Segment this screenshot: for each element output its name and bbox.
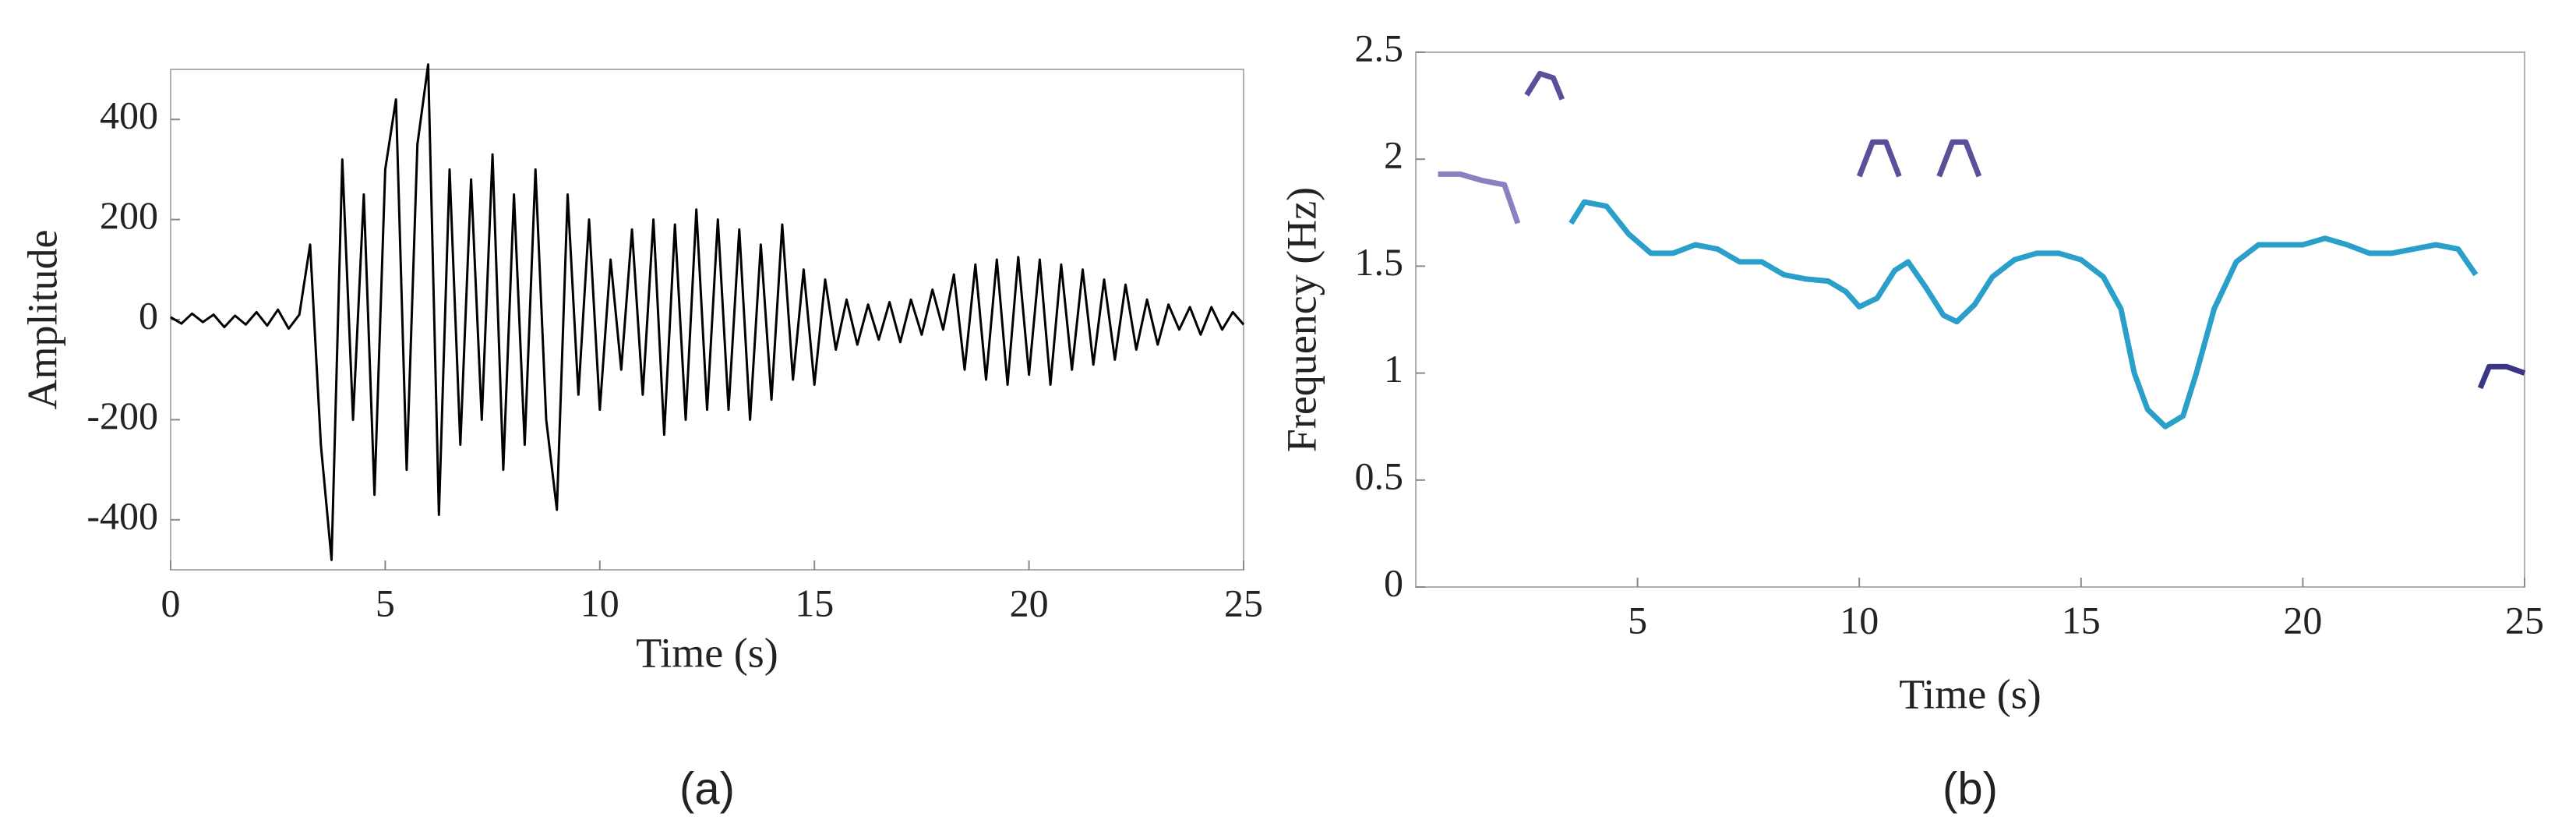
y-tick-label: 2 bbox=[1384, 133, 1403, 177]
x-tick-label: 5 bbox=[376, 581, 395, 624]
y-tick-label: 1.5 bbox=[1355, 240, 1404, 284]
y-tick-label: -200 bbox=[86, 394, 158, 437]
x-tick-label: 10 bbox=[1840, 598, 1879, 642]
x-tick-label: 10 bbox=[580, 581, 619, 624]
y-axis-label: Amplitude bbox=[19, 230, 65, 410]
x-tick-label: 15 bbox=[795, 581, 834, 624]
y-tick-label: 200 bbox=[100, 193, 158, 237]
x-tick-label: 20 bbox=[2283, 598, 2322, 642]
y-axis-label: Frequency (Hz) bbox=[1278, 187, 1325, 452]
x-tick-label: 15 bbox=[2062, 598, 2101, 642]
y-tick-label: 400 bbox=[100, 94, 158, 137]
y-tick-label: -400 bbox=[86, 493, 158, 537]
caption: (a) bbox=[679, 763, 735, 814]
ridge-line bbox=[1856, 139, 1902, 178]
signal-line bbox=[170, 63, 1245, 561]
ridge-line bbox=[1438, 171, 1521, 225]
x-tick-label: 0 bbox=[161, 581, 181, 624]
caption: (b) bbox=[1943, 763, 1998, 814]
y-tick-label: 0 bbox=[1384, 560, 1403, 604]
y-tick-label: 1 bbox=[1384, 347, 1403, 391]
x-tick-label: 20 bbox=[1010, 581, 1049, 624]
x-axis-label: Time (s) bbox=[1899, 670, 2041, 717]
y-tick-label: 0.5 bbox=[1355, 454, 1404, 497]
y-tick-label: 2.5 bbox=[1355, 26, 1404, 69]
ridge-line bbox=[1569, 199, 2479, 430]
x-tick-label: 25 bbox=[2505, 598, 2544, 642]
y-tick-label: 0 bbox=[139, 293, 158, 337]
plot-frame bbox=[170, 69, 1244, 571]
x-tick-label: 5 bbox=[1628, 598, 1647, 642]
ridge-line bbox=[2477, 363, 2526, 390]
ridge-line bbox=[1524, 70, 1565, 101]
ridge-line bbox=[1936, 139, 1982, 178]
x-axis-label: Time (s) bbox=[636, 629, 778, 676]
x-tick-label: 25 bbox=[1224, 581, 1263, 624]
plot-frame bbox=[1415, 51, 2525, 588]
